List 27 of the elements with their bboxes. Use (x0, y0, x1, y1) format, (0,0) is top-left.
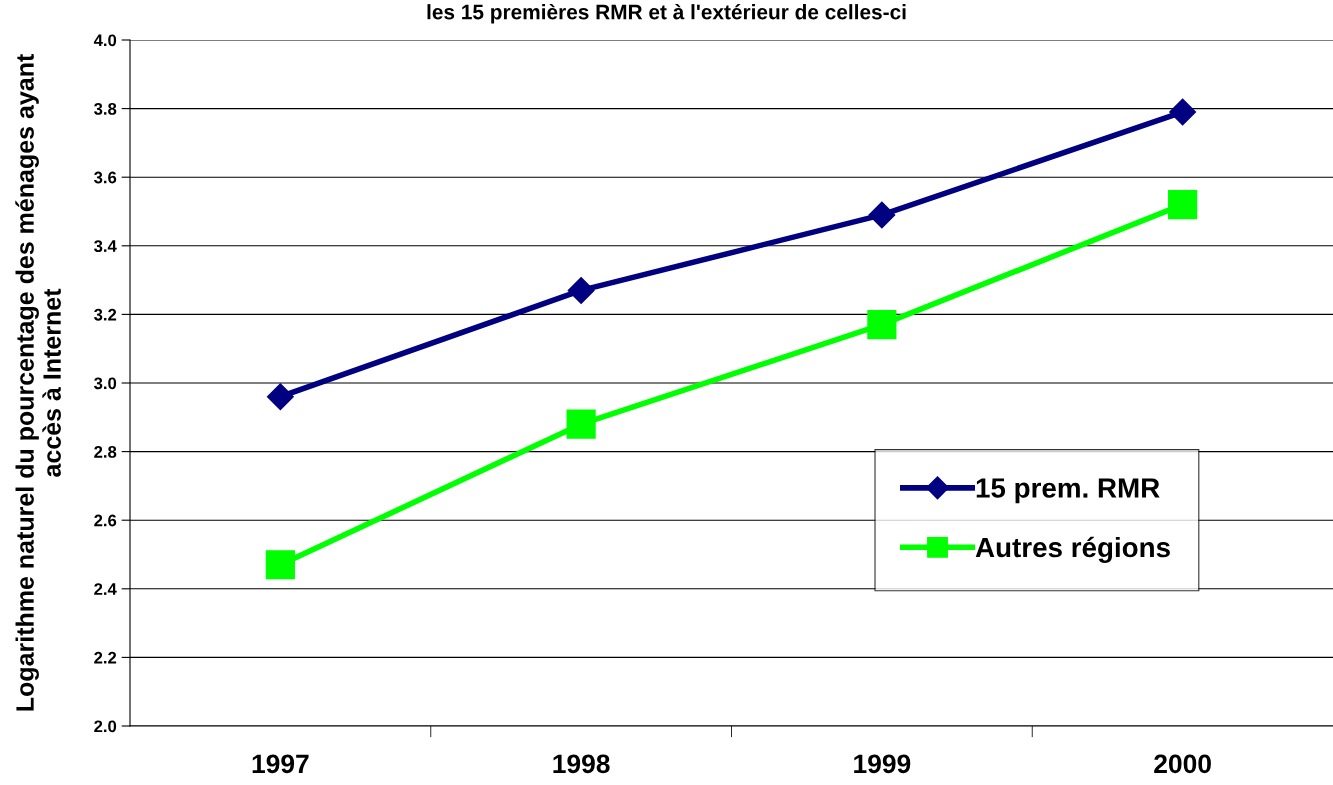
point (1169, 98, 1197, 126)
y-tick-label: 3.6 (94, 171, 117, 184)
point (266, 383, 294, 411)
point (1168, 190, 1198, 220)
y-tick-label: 3.0 (94, 377, 117, 390)
x-tick-label: 1997 (252, 754, 309, 774)
y-tick-label: 3.8 (94, 103, 117, 115)
x-tick-label: 1999 (854, 754, 911, 774)
point (567, 276, 595, 304)
y-tick-label: 3.2 (94, 308, 117, 321)
y-tick-label: 2.0 (94, 720, 117, 733)
point (868, 201, 896, 229)
y-axis-title: Logarithme naturel du pourcentage des ménages ayant accès à Internet (15, 54, 61, 711)
legend-label: 15 prem. RMR (976, 478, 1160, 504)
chart-title: les 15 premières RMR et à l'extérieur de celles-ci (427, 3, 906, 24)
point (566, 409, 596, 439)
point (265, 550, 295, 580)
y-tick-label: 4.0 (93, 34, 117, 47)
y-tick-label: 2.6 (94, 514, 117, 527)
y-tick-label: 3.4 (94, 240, 117, 253)
y-tick-label: 2.8 (94, 446, 117, 458)
x-tick-label: 1998 (553, 754, 610, 774)
x-tick-label: 2000 (1154, 754, 1211, 774)
legend-label: Autres régions (975, 536, 1170, 563)
point (867, 310, 897, 340)
y-tick-label: 2.4 (94, 583, 117, 595)
y-tick-label: 2.2 (94, 651, 117, 664)
